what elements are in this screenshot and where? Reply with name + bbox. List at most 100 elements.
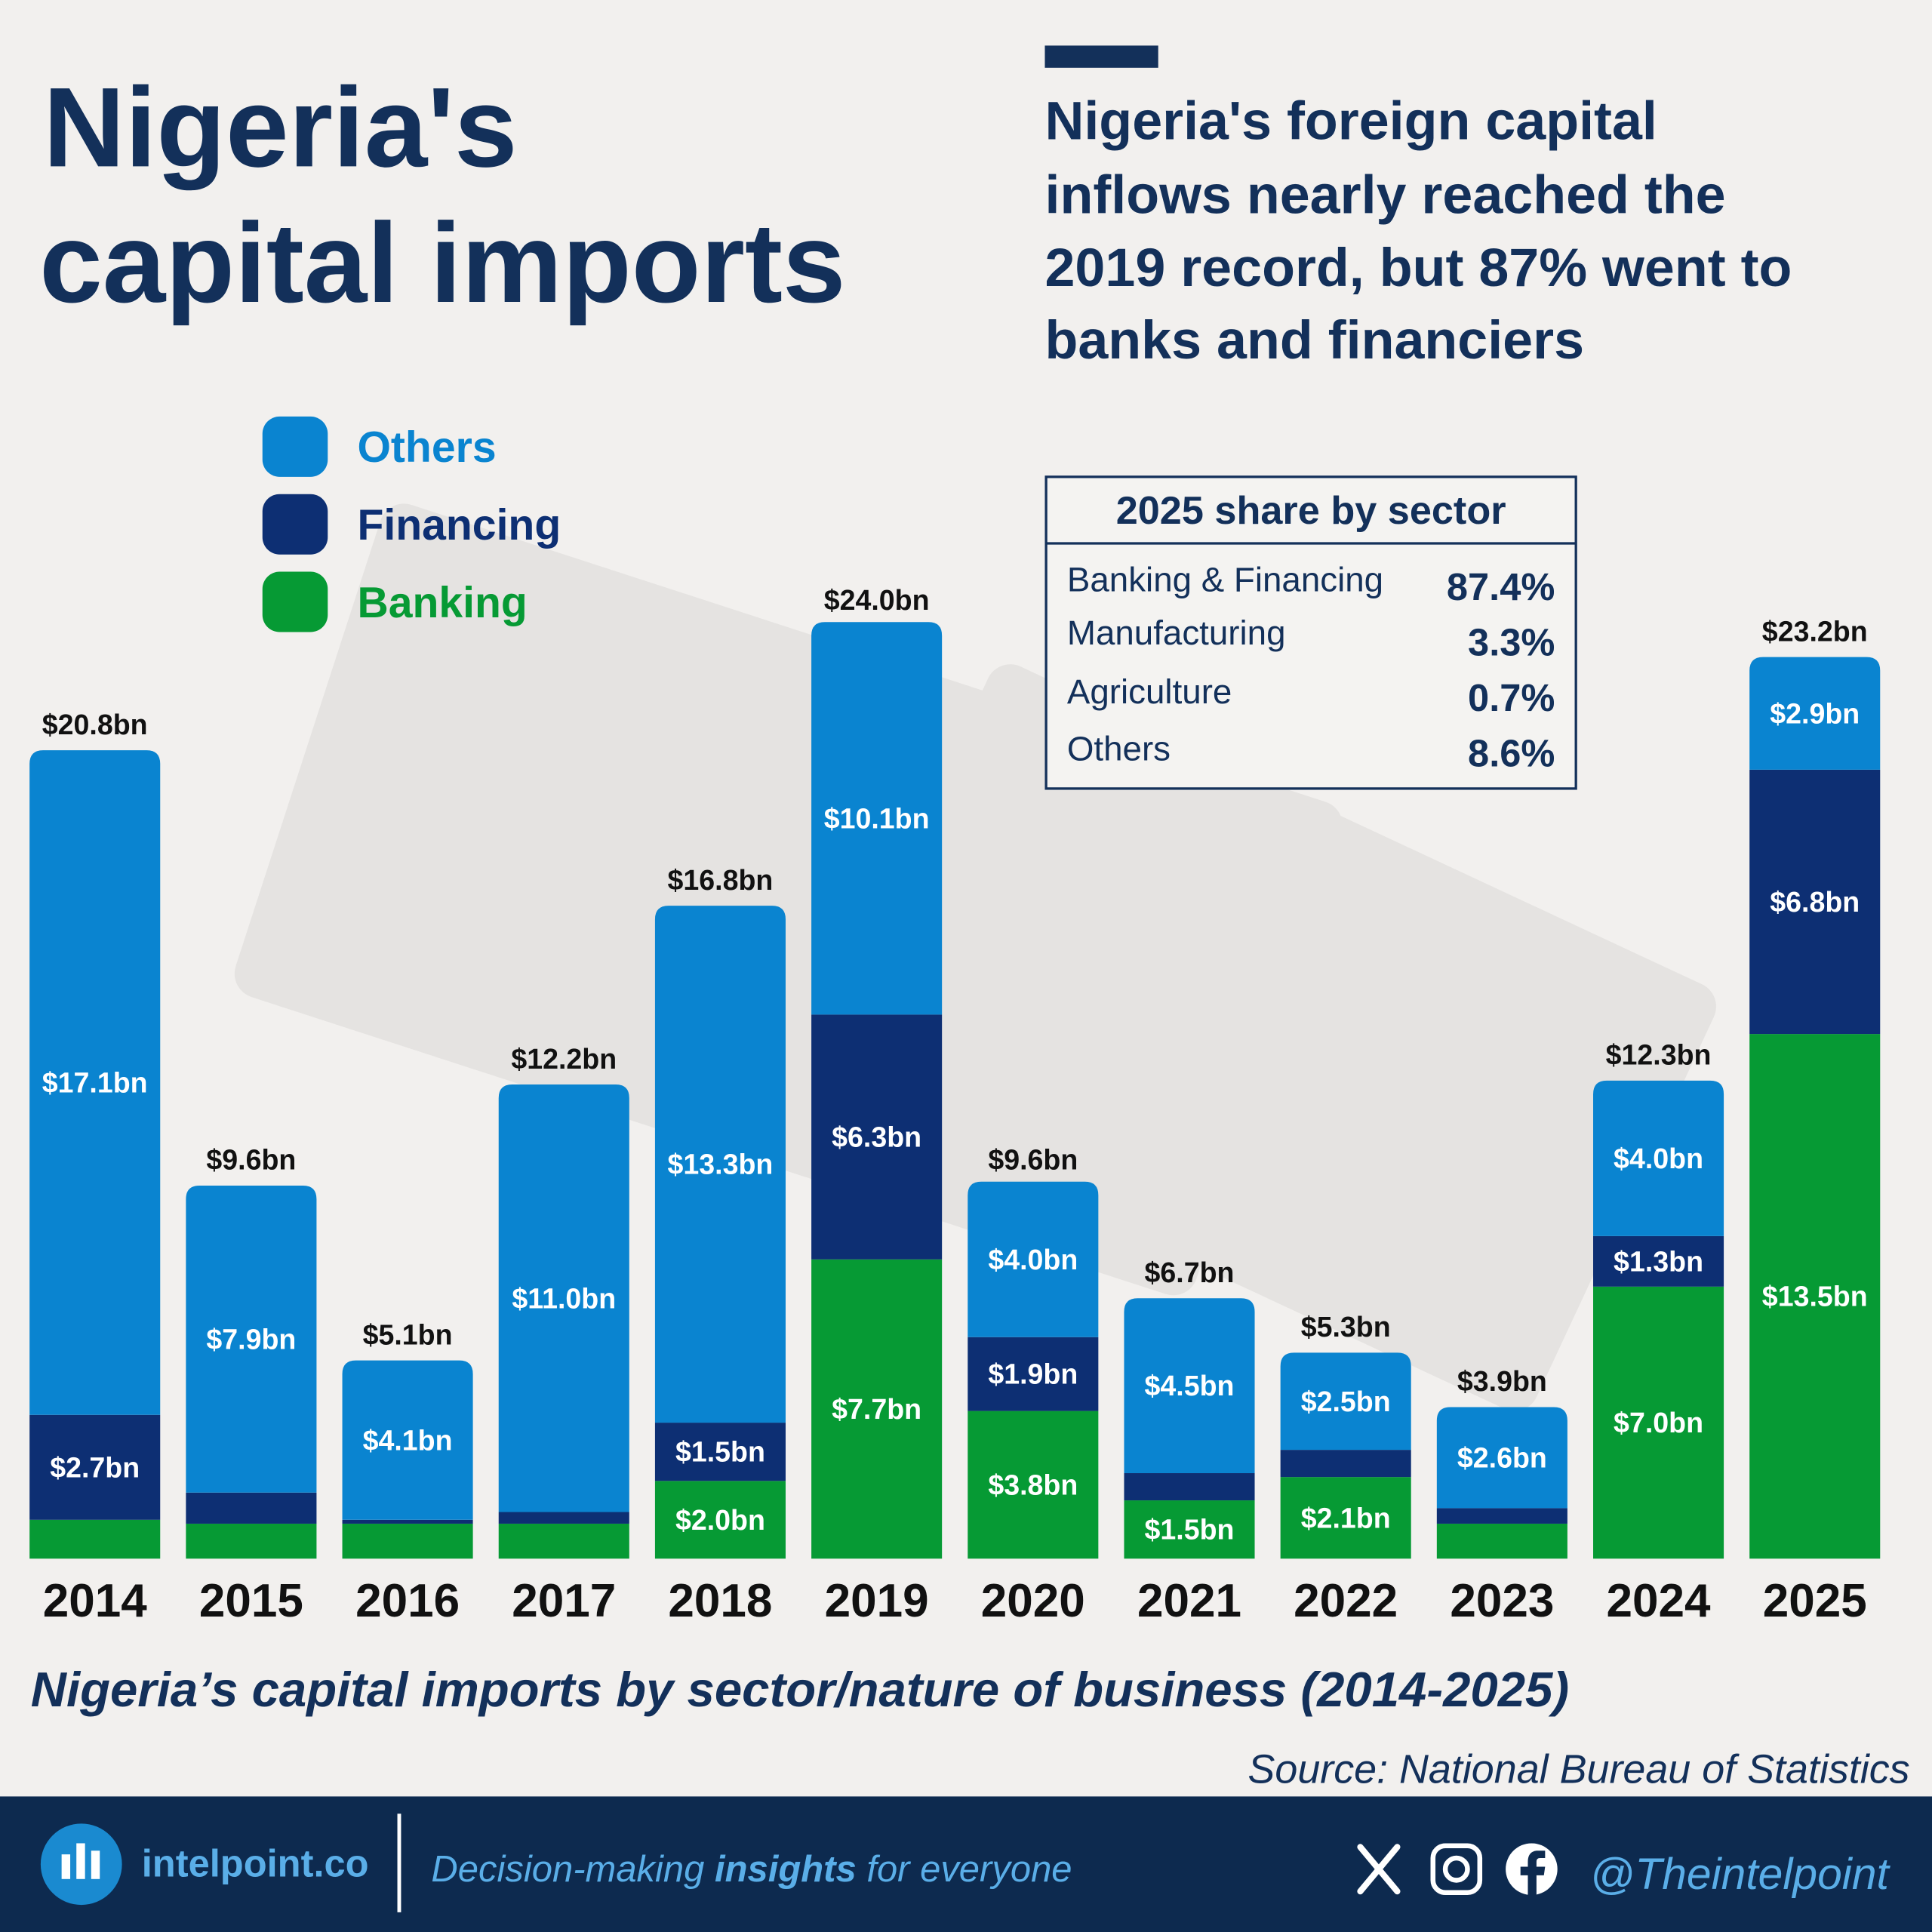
handle[interactable]: @Theintelpoint — [1590, 1850, 1891, 1899]
table-title: 2025 share by sector — [1116, 489, 1506, 533]
segment-label: $4.0bn — [1614, 1143, 1703, 1174]
bar-segment — [1593, 1080, 1724, 1236]
bar-segment — [968, 1411, 1099, 1559]
bar-segment — [1124, 1298, 1255, 1474]
segment-label: $11.0bn — [512, 1282, 616, 1314]
segment-label: $2.1bn — [1301, 1502, 1391, 1534]
total-label: $5.3bn — [1301, 1311, 1391, 1343]
bar-segment — [1280, 1477, 1411, 1559]
site[interactable]: intelpoint.co — [142, 1842, 369, 1885]
total-label: $20.8bn — [42, 709, 148, 740]
table-cell: Manufacturing — [1067, 614, 1286, 652]
segment-label: $1.5bn — [1145, 1514, 1235, 1546]
x-tick-label: 2016 — [355, 1575, 460, 1627]
segment-label: $2.5bn — [1301, 1386, 1391, 1417]
bar-segment — [811, 1014, 943, 1260]
table-cell: 87.4% — [1447, 565, 1555, 608]
bar-segment — [1749, 769, 1881, 1035]
legend-label: Banking — [357, 579, 527, 627]
segment-label: $7.7bn — [832, 1393, 921, 1425]
legend-swatch — [262, 571, 328, 632]
segment-label: $13.3bn — [668, 1149, 774, 1180]
x-tick-label: 2017 — [512, 1575, 616, 1627]
segment-label: $7.9bn — [206, 1323, 296, 1355]
total-label: $16.8bn — [668, 864, 774, 896]
x-tick-label: 2018 — [668, 1575, 772, 1627]
bar-segment — [1593, 1286, 1724, 1559]
bar-segment — [654, 906, 786, 1423]
bar-segment — [342, 1519, 473, 1524]
bar-segment — [811, 1259, 943, 1559]
bar-segment — [186, 1492, 317, 1524]
segment-label: $2.6bn — [1457, 1441, 1547, 1473]
x-tick-label: 2015 — [199, 1575, 303, 1627]
legend-swatch — [262, 416, 328, 477]
total-label: $23.2bn — [1762, 615, 1868, 647]
table-cell: Others — [1067, 729, 1171, 768]
legend-label: Financing — [357, 501, 561, 549]
x-tick-label: 2014 — [43, 1575, 147, 1627]
facebook-icon[interactable] — [1506, 1843, 1558, 1896]
total-label: $9.6bn — [988, 1144, 1078, 1176]
total-label: $12.3bn — [1606, 1039, 1712, 1071]
segment-label: $7.0bn — [1614, 1407, 1703, 1438]
bar-segment — [342, 1523, 473, 1559]
segment-label: $3.8bn — [988, 1469, 1078, 1501]
x-icon[interactable] — [1357, 1844, 1401, 1895]
subtitle: banks and financiers — [1044, 310, 1584, 371]
bar-segment — [186, 1185, 317, 1493]
bar-segment — [186, 1523, 317, 1559]
legend-swatch — [262, 494, 328, 555]
title: Nigeria's — [43, 63, 517, 190]
x-tick-label: 2019 — [825, 1575, 929, 1627]
bar-segment — [1280, 1352, 1411, 1451]
segment-label: $6.3bn — [832, 1121, 921, 1153]
bar-segment — [654, 1481, 786, 1559]
bar-segment — [1280, 1450, 1411, 1478]
bar-segment — [498, 1523, 629, 1559]
bar-segment — [1436, 1407, 1567, 1509]
bar-segment — [1436, 1523, 1567, 1559]
share-table: 2025 share by sector Banking & Financing… — [1044, 475, 1577, 790]
bar-segment — [811, 622, 943, 1015]
x-tick-label: 2020 — [981, 1575, 1085, 1627]
tagline-part: for everyone — [857, 1849, 1072, 1890]
logo-bar — [91, 1850, 100, 1879]
source: Source: National Bureau of Statistics — [1247, 1746, 1909, 1792]
accent-bar — [1044, 45, 1158, 68]
tagline-part: Decision-making — [431, 1849, 715, 1890]
legend-label: Others — [357, 423, 496, 472]
table-cell: 3.3% — [1468, 621, 1555, 664]
instagram-icon[interactable] — [1430, 1843, 1483, 1896]
segment-label: $2.9bn — [1770, 697, 1860, 729]
table-cell: 8.6% — [1468, 732, 1555, 775]
bar-segment — [1593, 1235, 1724, 1287]
x-tick-label: 2022 — [1294, 1575, 1398, 1627]
total-label: $6.7bn — [1145, 1257, 1235, 1288]
bar-segment — [1749, 1034, 1881, 1559]
money-backdrop — [234, 503, 1716, 1411]
bar-segment — [968, 1337, 1099, 1411]
footer-band — [0, 1796, 1932, 1932]
bar-segment — [342, 1360, 473, 1520]
subtitle: 2019 record, but 87% went to — [1044, 238, 1792, 298]
segment-label: $4.5bn — [1145, 1370, 1235, 1401]
segment-label: $1.3bn — [1614, 1245, 1703, 1277]
segment-label: $6.8bn — [1770, 886, 1860, 918]
tagline-part: insights — [715, 1849, 857, 1890]
x-tick-label: 2023 — [1450, 1575, 1554, 1627]
segment-label: $1.5bn — [675, 1436, 765, 1468]
segment-label: $2.7bn — [50, 1451, 140, 1483]
segment-label: $2.0bn — [675, 1504, 765, 1536]
bar-segment — [498, 1084, 629, 1512]
subtitle: Nigeria's foreign capital — [1044, 91, 1657, 151]
bar-segment — [498, 1512, 629, 1524]
total-label: $3.9bn — [1457, 1365, 1547, 1397]
segment-label: $13.5bn — [1762, 1281, 1868, 1312]
bar-segment — [1124, 1473, 1255, 1501]
total-label: $24.0bn — [824, 584, 930, 616]
table-box — [1044, 475, 1577, 790]
